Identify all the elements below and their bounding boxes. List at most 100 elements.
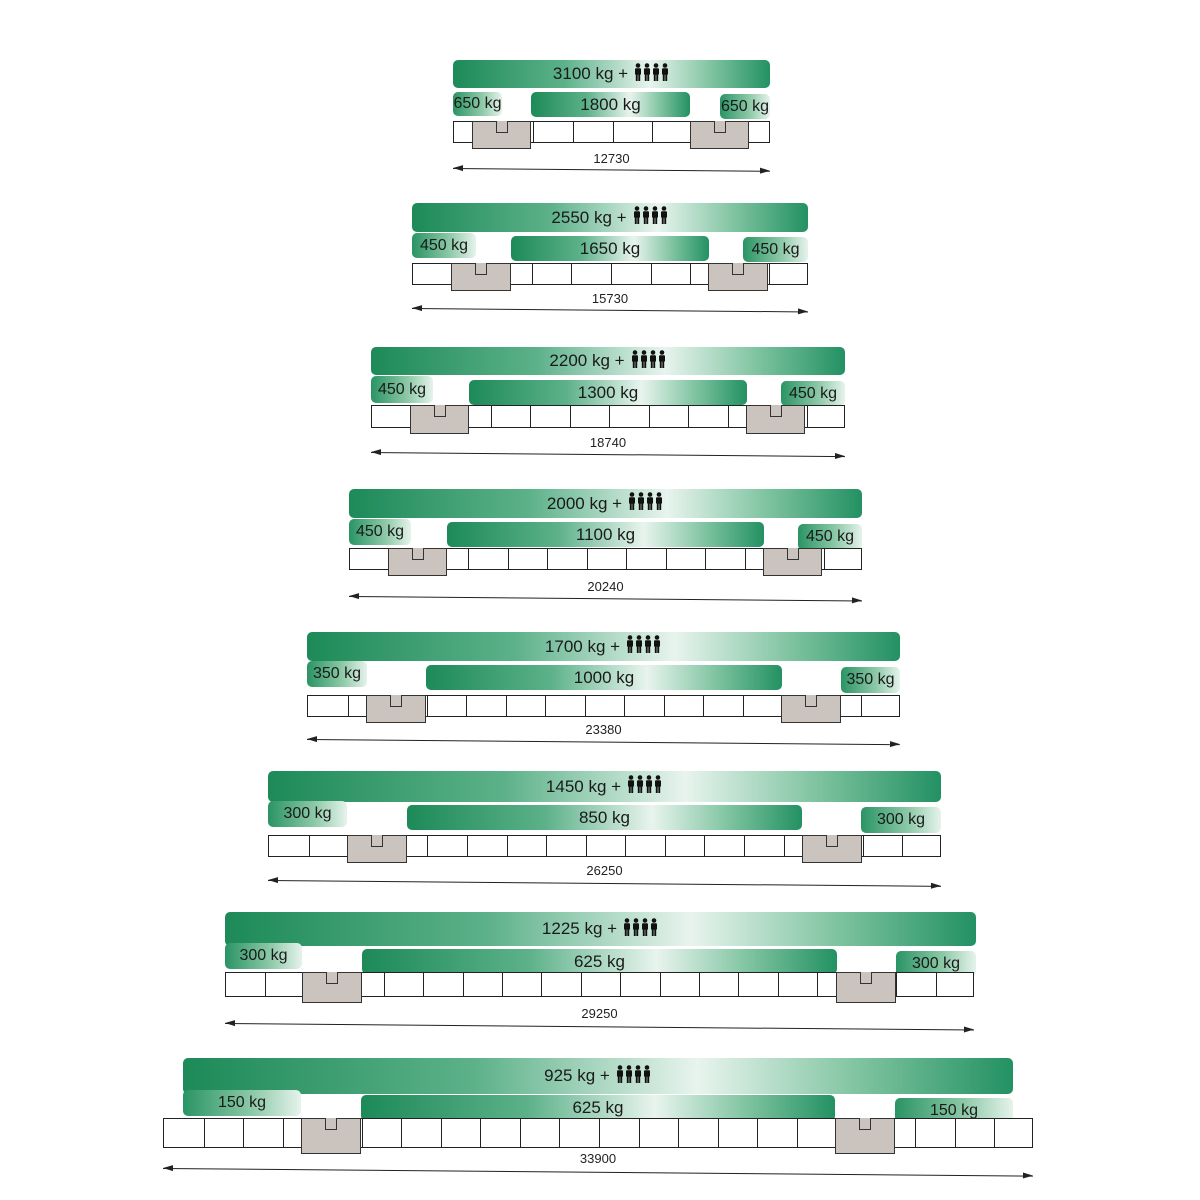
left-load-box-label: 450 kg <box>355 523 405 540</box>
right-load-box-label: 450 kg <box>788 384 838 402</box>
beam-segment <box>796 1119 798 1147</box>
right-load-box-label: 300 kg <box>876 811 926 828</box>
beam-segment <box>401 1119 403 1147</box>
support-block <box>708 263 768 291</box>
beam-segment <box>468 549 470 569</box>
four-persons-icon <box>626 635 662 658</box>
left-load-box: 300 kg <box>268 801 347 827</box>
beam-segment <box>705 549 707 569</box>
total-load-label: 1225 kg + <box>541 919 618 938</box>
support-notch <box>390 695 402 707</box>
left-load-box: 450 kg <box>349 519 411 545</box>
beam-segment <box>994 1119 996 1147</box>
support-block <box>781 695 841 723</box>
beam-segment <box>817 973 819 996</box>
four-persons-icon <box>628 492 664 515</box>
dimension-arrow <box>224 1023 974 1031</box>
right-load-box: 450 kg <box>743 237 808 262</box>
beam-segment <box>243 1119 245 1147</box>
right-load-box-label: 350 kg <box>846 671 895 688</box>
beam-segment <box>663 696 665 716</box>
support-notch <box>826 835 838 847</box>
right-load-box-label: 150 kg <box>929 1102 979 1119</box>
total-load-label: 1700 kg + <box>544 636 621 656</box>
length-label: 20240 <box>587 579 624 594</box>
right-load-box-label: 450 kg <box>805 528 855 545</box>
beam-segment <box>586 549 588 569</box>
beam-segment <box>426 696 428 716</box>
beam-segment <box>559 1119 561 1147</box>
beam-segment <box>823 549 825 569</box>
middle-load-bar: 850 kg <box>407 805 802 830</box>
total-load-label: 2000 kg + <box>546 493 623 513</box>
middle-load-bar: 625 kg <box>361 1095 835 1121</box>
beam-segment <box>584 696 586 716</box>
right-load-box: 300 kg <box>861 807 941 833</box>
right-load-box: 650 kg <box>720 94 770 119</box>
total-load-bar: 1225 kg + <box>225 912 976 946</box>
beam-segment <box>777 973 779 996</box>
beam-segment <box>665 549 667 569</box>
support-notch <box>860 972 872 984</box>
length-label: 33900 <box>579 1151 617 1166</box>
beam-segment <box>519 1119 521 1147</box>
total-load-label: 3100 kg + <box>552 64 629 83</box>
beam-segment <box>757 1119 759 1147</box>
beam-segment <box>650 264 652 284</box>
beam-segment <box>580 973 582 996</box>
middle-load-bar-label: 625 kg <box>572 1098 624 1117</box>
beam-segment <box>541 973 543 996</box>
beam-segment <box>626 549 628 569</box>
support-block <box>746 405 805 434</box>
four-persons-icon <box>616 1064 652 1088</box>
right-load-box-label: 650 kg <box>720 97 770 115</box>
left-load-box-label: 650 kg <box>453 95 502 112</box>
beam-segment <box>688 406 689 427</box>
right-load-box: 450 kg <box>781 381 845 406</box>
beam-segment <box>744 549 746 569</box>
beam-segment <box>203 1119 205 1147</box>
beam-segment <box>571 264 573 284</box>
left-load-box: 350 kg <box>307 661 367 687</box>
support-notch <box>713 121 726 133</box>
beam-segment <box>308 836 310 856</box>
support-block <box>301 1118 361 1154</box>
beam-segment <box>625 836 627 856</box>
beam-segment <box>717 1119 719 1147</box>
middle-load-bar-label: 1000 kg <box>573 667 635 687</box>
beam-segment <box>659 973 661 996</box>
beam-segment <box>612 122 614 142</box>
beam-segment <box>490 406 492 427</box>
left-load-box-label: 450 kg <box>377 380 427 398</box>
beam-segment <box>806 406 808 427</box>
beam-segment <box>361 1119 363 1147</box>
left-load-box-label: 300 kg <box>283 805 332 822</box>
middle-load-bar-label: 1650 kg <box>579 238 641 258</box>
support-block <box>472 121 531 149</box>
beam-segment <box>546 836 548 856</box>
beam-segment <box>585 836 587 856</box>
beam-segment <box>699 973 701 996</box>
left-load-box: 150 kg <box>183 1090 301 1116</box>
left-load-box: 650 kg <box>453 92 502 116</box>
total-load-bar: 2550 kg + <box>412 203 808 232</box>
left-load-box: 450 kg <box>412 233 476 258</box>
beam-segment <box>506 836 508 856</box>
left-load-box-label: 300 kg <box>239 947 288 964</box>
length-label: 15730 <box>591 291 629 306</box>
left-load-box: 300 kg <box>225 943 302 969</box>
beam-segment <box>704 836 706 856</box>
beam-segment <box>738 973 740 996</box>
dimension-arrow <box>348 596 862 602</box>
platform-beam <box>371 405 845 428</box>
support-notch <box>805 695 817 707</box>
dimension-arrow <box>370 452 845 458</box>
beam-segment <box>915 1119 917 1147</box>
beam-segment <box>690 264 692 284</box>
support-block <box>410 405 469 434</box>
length-label: 29250 <box>581 1006 618 1021</box>
support-block <box>451 263 511 291</box>
beam-segment <box>466 836 468 856</box>
support-notch <box>732 263 744 275</box>
four-persons-icon <box>623 917 659 941</box>
